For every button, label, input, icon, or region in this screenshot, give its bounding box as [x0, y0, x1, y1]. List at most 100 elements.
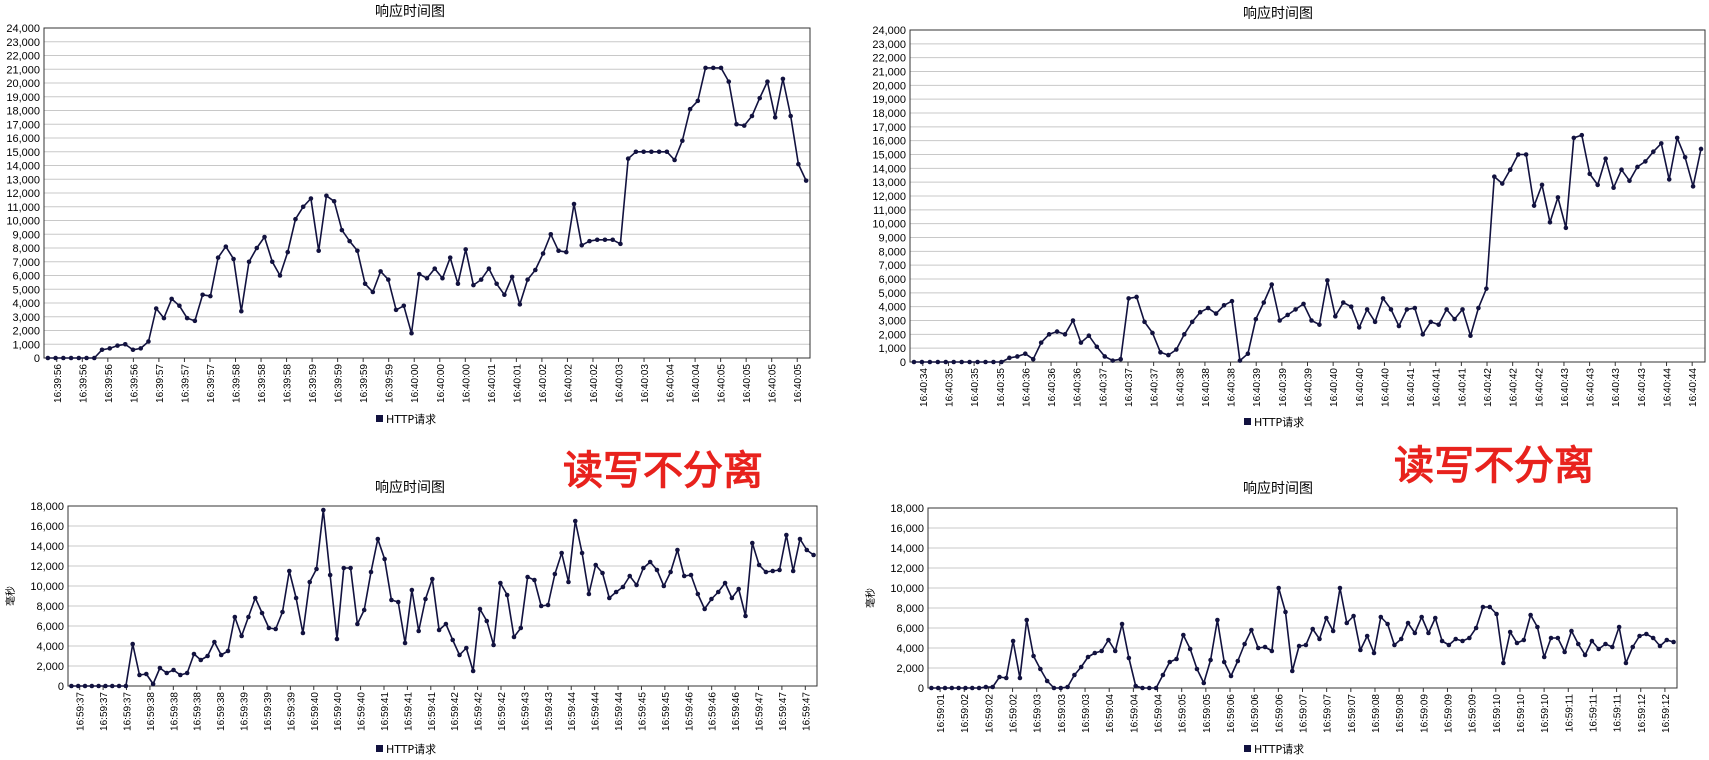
data-point	[1038, 666, 1043, 672]
data-point	[1255, 645, 1261, 651]
data-point	[1046, 332, 1052, 337]
data-point	[1106, 637, 1111, 643]
data-point	[1142, 319, 1147, 325]
data-point	[416, 271, 422, 277]
x-tick-label: 16:59:37	[76, 692, 87, 731]
data-point	[1658, 141, 1664, 146]
y-tick-label: 8,000	[12, 243, 40, 255]
data-point	[355, 248, 360, 254]
data-point	[259, 610, 265, 616]
data-point	[1022, 351, 1028, 357]
data-point	[1630, 644, 1636, 650]
data-point	[1351, 613, 1356, 619]
data-point	[1094, 344, 1100, 350]
x-tick-label: 16:59:41	[403, 692, 414, 731]
data-point	[321, 507, 326, 513]
data-point	[1205, 305, 1211, 311]
data-point	[1283, 609, 1288, 615]
data-point	[293, 216, 298, 222]
data-point	[447, 255, 453, 260]
x-tick-label: 16:59:46	[684, 692, 695, 731]
data-point	[990, 684, 995, 690]
data-point	[1030, 356, 1036, 362]
x-tick-label: 16:59:38	[146, 692, 157, 731]
data-point	[1426, 630, 1431, 636]
data-point	[478, 277, 484, 282]
x-tick-label: 16:40:01	[512, 364, 523, 403]
data-point	[804, 547, 810, 553]
data-point	[157, 665, 163, 671]
x-tick-label: 16:59:04	[1154, 694, 1165, 733]
data-point	[1174, 656, 1179, 662]
y-tick-label: 4,000	[36, 641, 64, 653]
data-point	[409, 587, 415, 593]
data-point	[164, 670, 170, 676]
data-point	[1589, 638, 1595, 644]
x-tick-label: 16:59:42	[450, 692, 461, 731]
data-point	[672, 157, 677, 163]
data-point	[347, 238, 352, 244]
data-point	[1398, 636, 1404, 642]
data-point	[1187, 646, 1193, 652]
x-tick-label: 16:39:56	[104, 364, 115, 403]
data-point	[1167, 659, 1173, 665]
y-tick-label: 24,000	[872, 25, 906, 37]
data-point	[586, 591, 592, 597]
data-point	[969, 685, 975, 691]
data-point	[545, 602, 551, 608]
data-point	[348, 565, 353, 571]
x-tick-label: 16:39:59	[385, 364, 396, 403]
data-point	[99, 347, 105, 353]
data-point	[1126, 296, 1131, 301]
data-point	[470, 668, 476, 674]
data-point	[610, 237, 615, 243]
x-tick-label: 16:40:39	[1252, 368, 1263, 407]
x-tick-label: 16:59:40	[333, 692, 344, 731]
data-point	[1330, 628, 1336, 634]
y-tick-label: 23,000	[872, 39, 906, 51]
data-point	[1285, 312, 1290, 318]
x-tick-label: 16:40:35	[944, 368, 955, 407]
data-point	[1468, 333, 1473, 339]
data-point	[200, 292, 205, 298]
y-tick-label: 13,000	[872, 177, 906, 189]
data-point	[1309, 318, 1314, 323]
data-point	[1467, 635, 1472, 641]
x-tick-label: 16:59:07	[1299, 694, 1310, 733]
data-point	[770, 568, 776, 574]
data-point	[607, 595, 612, 601]
x-tick-label: 16:40:43	[1586, 368, 1597, 407]
y-tick-label: 9,000	[12, 229, 40, 241]
data-point	[161, 315, 167, 321]
plot-area	[43, 27, 811, 359]
data-point	[1385, 621, 1390, 627]
data-point	[198, 657, 204, 663]
plot-area	[67, 505, 818, 687]
data-point	[1102, 354, 1108, 359]
data-point	[300, 204, 306, 210]
data-point	[409, 330, 414, 336]
data-point	[734, 121, 739, 127]
y-tick-label: 12,000	[30, 561, 64, 573]
data-point	[1303, 642, 1309, 648]
data-point	[115, 343, 120, 348]
data-point	[484, 618, 490, 624]
data-point	[53, 355, 58, 361]
data-point	[1523, 152, 1529, 157]
x-tick-label: 16:59:37	[99, 692, 110, 731]
data-point	[772, 115, 778, 120]
data-point	[116, 683, 122, 689]
y-tick-label: 10,000	[6, 216, 40, 228]
data-point	[1348, 304, 1354, 309]
series-line-http	[71, 509, 815, 687]
x-tick-label: 16:40:37	[1098, 368, 1109, 407]
data-point	[103, 683, 108, 689]
x-tick-label: 16:59:12	[1637, 694, 1648, 733]
legend-label: HTTP请求	[1254, 416, 1304, 429]
data-point	[1507, 629, 1513, 635]
data-point	[750, 540, 755, 546]
data-point	[1446, 642, 1452, 648]
data-point	[61, 355, 66, 361]
y-tick-label: 18,000	[30, 501, 64, 513]
y-tick-label: 2,000	[36, 661, 64, 673]
